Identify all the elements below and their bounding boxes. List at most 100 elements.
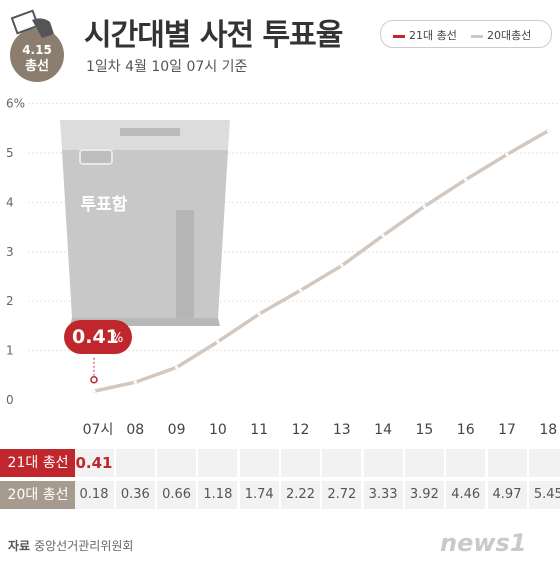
x-tick-label: 07시: [83, 422, 114, 438]
news1-logo: news1: [440, 529, 527, 557]
table-cell: 3.33: [368, 487, 398, 502]
table-cell-bg: [281, 481, 320, 509]
chart-legend: 21대 총선 20대총선: [380, 20, 552, 48]
y-tick-label: 2: [6, 294, 14, 308]
table-cell-bg: [528, 481, 560, 509]
y-tick-label: 3: [6, 245, 14, 259]
series-point-20: [546, 129, 550, 133]
y-tick-label: 0: [6, 393, 14, 407]
x-tick-label: 17: [498, 422, 516, 438]
table-row-20: 20대 총선 0.18 0.36 0.66 1.18 1.74 2.22 2.72 3.33 3.…: [0, 481, 560, 509]
legend-label: 21대 총선: [409, 29, 457, 42]
ballot-hand-icon: [10, 9, 54, 38]
legend-item-20: 20대총선: [471, 27, 531, 43]
table-cell-bg: [404, 449, 444, 477]
x-tick-label: 14: [374, 422, 392, 438]
table-cell: 5.45: [533, 487, 560, 502]
legend-swatch-icon: [471, 34, 483, 38]
table-cell-bg: [239, 449, 279, 477]
series-point-20: [422, 204, 426, 208]
series-point-20: [92, 389, 96, 393]
series-point-21: [90, 375, 98, 384]
series-point-20: [175, 365, 179, 369]
table-cell-bg: [322, 449, 362, 477]
table-row-21: 21대 총선 0.41: [0, 449, 560, 477]
series-point-20: [381, 233, 385, 238]
election-badge: 4.15 총선: [10, 9, 64, 82]
table-cell: 4.97: [492, 487, 522, 502]
source-text: 중앙선거관리위원회: [34, 539, 134, 553]
table-cell: [239, 449, 279, 477]
source-note: 자료 중앙선거관리위원회: [8, 537, 133, 554]
table-cell: 0.66: [162, 487, 192, 502]
x-tick-label: 08: [126, 422, 144, 438]
source-label: 자료: [8, 539, 31, 553]
table-row-label: 20대 총선: [0, 481, 76, 509]
ballot-box-icon: 투표함: [60, 120, 230, 326]
callout-unit: %: [111, 331, 124, 346]
legend-swatch-icon: [393, 34, 405, 38]
table-cell: 2.72: [327, 487, 357, 502]
ballot-box-label: 투표함: [81, 194, 128, 215]
legend-item-21: 21대 총선: [393, 27, 457, 43]
table-cell: [404, 449, 444, 477]
x-tick-label: 18: [539, 422, 557, 438]
series-point-20: [298, 288, 303, 292]
table-cell: [528, 449, 560, 477]
table-row-label: 21대 총선: [0, 449, 76, 477]
series-line-20: [92, 129, 551, 393]
logo-text: news1: [440, 529, 527, 557]
badge-text: 총선: [25, 58, 49, 74]
y-tick-label: 5: [6, 146, 14, 160]
table-cell-bg: [115, 449, 155, 477]
table-cell-bg: [157, 449, 197, 477]
table-cell-bg: [198, 481, 238, 509]
table-cell: [157, 449, 197, 477]
table-cell: [322, 449, 362, 477]
table-cell: 4.46: [451, 487, 481, 502]
table-cell: 0.41: [75, 454, 113, 472]
table-cell-bg: [446, 449, 486, 477]
table-cell-bg: [363, 449, 403, 477]
page-title: 시간대별 사전 투표율: [84, 18, 343, 53]
table-cell: [115, 449, 155, 477]
x-tick-label: 09: [168, 422, 186, 438]
chart-series: [90, 129, 551, 393]
y-tick-label: 1: [6, 344, 14, 358]
table-cell: [363, 449, 403, 477]
badge-date: 4.15: [22, 43, 52, 57]
series-point-20: [340, 264, 344, 268]
y-tick-label: 4: [6, 195, 14, 209]
callout-bubble: 0.41 %: [64, 320, 132, 354]
table-cell: [281, 449, 321, 477]
table-cell: 3.92: [409, 487, 439, 502]
table-cell-bg: [487, 449, 527, 477]
table-cell: 0.18: [79, 487, 109, 502]
x-tick-label: 10: [209, 422, 227, 438]
series-point-20: [505, 152, 509, 157]
table-cell-bg: [115, 481, 155, 509]
table-cell-bg: [363, 481, 403, 509]
table-cell: [446, 449, 486, 477]
table-cell-bg: [446, 481, 486, 509]
table-cell-bg: [198, 449, 238, 477]
table-cell-bg: [528, 449, 560, 477]
series-point-20: [216, 340, 220, 344]
table-cell-bg: [74, 449, 114, 477]
x-tick-label: 16: [457, 422, 475, 438]
callout-value: 0.41: [72, 326, 119, 348]
table-cell: 1.18: [203, 487, 233, 502]
x-tick-label: 15: [415, 422, 433, 438]
legend-label: 20대총선: [487, 29, 532, 42]
table-cell-bg: [281, 449, 320, 477]
table-cell-bg: [404, 481, 444, 509]
table-cell-bg: [157, 481, 197, 509]
x-tick-label: 11: [250, 422, 268, 438]
table-cell: [198, 449, 238, 477]
page-subtitle: 1일차 4월 10일 07시 기준: [86, 59, 248, 75]
table-cell-bg: [487, 481, 527, 509]
table-cell-bg: [239, 481, 279, 509]
series-point-20: [133, 380, 137, 384]
